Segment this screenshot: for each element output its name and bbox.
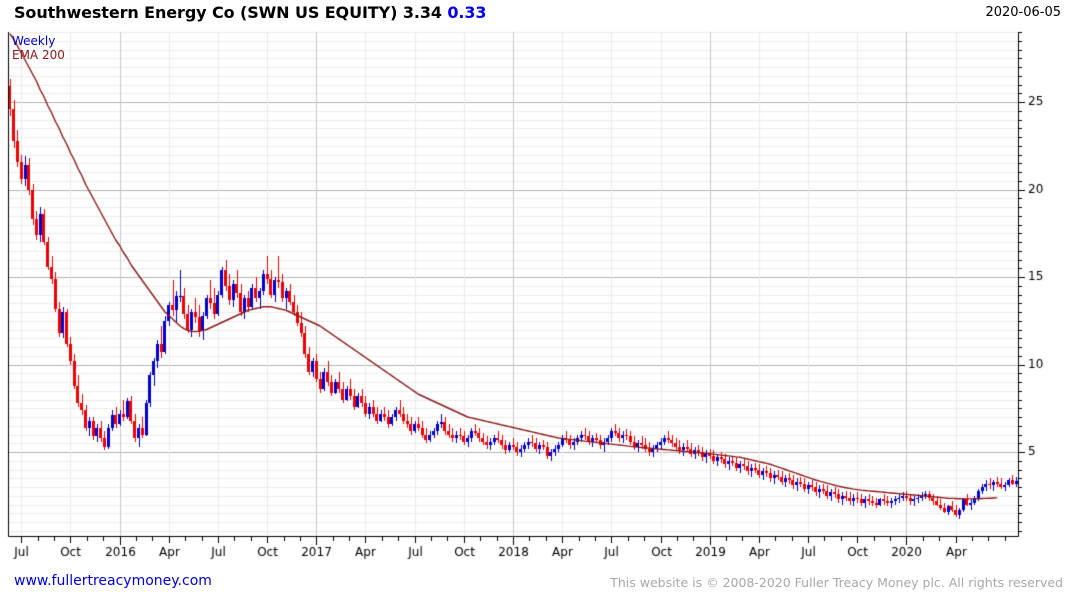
price-chart-canvas[interactable] (0, 28, 1075, 568)
instrument-name: Southwestern Energy Co (14, 3, 235, 22)
chart-header: Southwestern Energy Co (SWN US EQUITY) 3… (0, 0, 1075, 30)
chart-date: 2020-06-05 (985, 5, 1061, 20)
chart-footer: www.fullertreacymoney.com This website i… (0, 570, 1075, 600)
price-change: 0.33 (447, 3, 487, 22)
chart-panel[interactable]: Weekly EMA 200 (0, 28, 1075, 568)
website-link[interactable]: www.fullertreacymoney.com (14, 573, 212, 589)
last-price: 3.34 (402, 3, 442, 22)
copyright-notice: This website is © 2008-2020 Fuller Treac… (610, 575, 1063, 590)
page-title: Southwestern Energy Co (SWN US EQUITY) 3… (14, 3, 487, 22)
instrument-ticker: (SWN US EQUITY) (240, 3, 398, 22)
